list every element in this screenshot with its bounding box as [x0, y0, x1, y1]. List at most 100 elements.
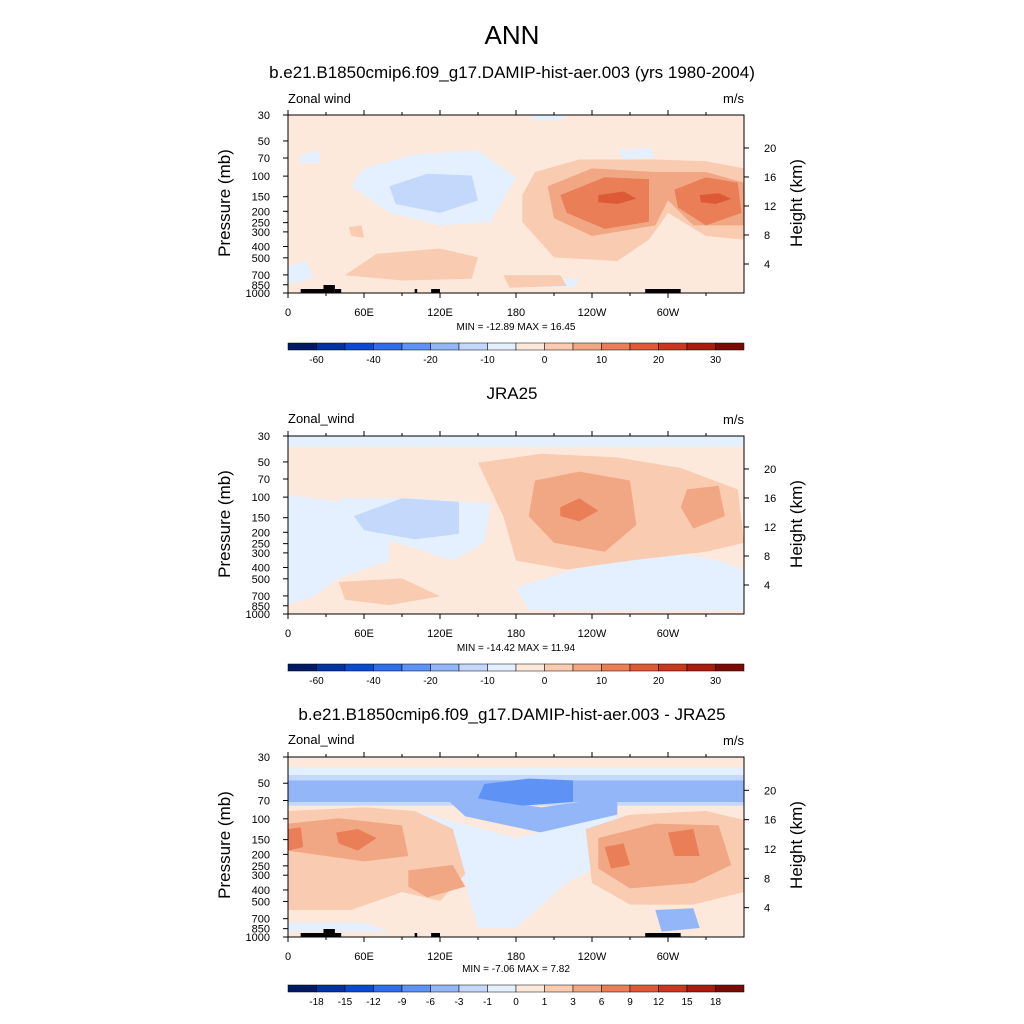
colorbar-1-label: -10 — [480, 355, 495, 366]
panel-1-ytick-label: 150 — [252, 192, 270, 204]
panel-3-xtick-label: 120E — [427, 951, 453, 963]
panel-3-ytick-label: 850 — [252, 924, 270, 936]
panel-1-contour-region — [560, 177, 649, 229]
colorbar-1-swatch — [715, 342, 745, 351]
panel-1-land-mask — [645, 289, 681, 293]
colorbar-2-label: -10 — [480, 676, 495, 687]
panel-3-contour-region — [288, 827, 304, 851]
panel-1-minmax: MIN = -12.89 MAX = 16.45 — [456, 322, 576, 333]
panel-2-contour-region — [288, 436, 744, 447]
colorbar-1-label: 30 — [710, 355, 722, 366]
colorbar-1-swatch — [430, 342, 460, 351]
colorbar-2-swatch — [629, 663, 659, 672]
panel-3-ytick-label: 200 — [252, 849, 270, 861]
colorbar-2-swatch — [344, 663, 374, 672]
panel-3-units: m/s — [723, 733, 744, 748]
panel-3-land-mask — [414, 933, 418, 937]
panel-2-ytick-label: 700 — [252, 591, 270, 603]
colorbar-3-swatch — [515, 984, 545, 993]
panel-2-xtick-label: 60W — [657, 628, 680, 640]
panel-1-ytick-label: 700 — [252, 270, 270, 282]
panel-2-ytick-label: 30 — [258, 431, 270, 443]
panel-1-contour-region — [345, 248, 478, 281]
panel-1-right-tick-label: 8 — [764, 230, 770, 242]
colorbar-1: -60 -40 -20 -10 0 10 20 30 — [287, 342, 745, 366]
colorbar-3-swatch — [430, 984, 460, 993]
panel-3-contour-region — [598, 823, 732, 889]
panel-2-ytick-label: 300 — [252, 548, 270, 560]
panel-2-contour-region — [560, 498, 599, 522]
colorbar-2-swatch — [544, 663, 574, 672]
panel-3-ytick-label: 70 — [258, 795, 270, 807]
panel-3-land-mask — [300, 933, 326, 937]
panel-2-right-tick-label: 20 — [764, 464, 776, 476]
colorbar-1-swatch — [544, 342, 574, 351]
panel-3-right-tick-label: 8 — [764, 873, 770, 885]
colorbar-2-swatch — [515, 663, 545, 672]
panel-2-contour-region — [680, 485, 725, 529]
colorbar-3-label: -6 — [426, 997, 435, 1008]
panel-2-ytick-label: 850 — [252, 601, 270, 613]
colorbar-3-swatch — [544, 984, 574, 993]
colorbar-1-label: -40 — [366, 355, 381, 366]
colorbar-1-label: 0 — [542, 355, 548, 366]
panel-1-land-mask — [431, 289, 440, 293]
panel-2-xtick-label: 120W — [578, 628, 607, 640]
panel-3-land-mask — [431, 933, 440, 937]
colorbar-1-swatch — [344, 342, 374, 351]
panel-3-ytick-label: 400 — [252, 885, 270, 897]
panel-1-land-mask — [300, 289, 326, 293]
panel-1-units: m/s — [723, 91, 744, 106]
panel-1-xtick-label: 60E — [354, 307, 374, 319]
panel-2-contour-region — [338, 578, 440, 606]
panel-3-ytick-label: 250 — [252, 861, 270, 873]
colorbar-3-swatch — [487, 984, 517, 993]
panel-3-contour-region — [414, 811, 618, 928]
panel-3-contour-region — [408, 865, 466, 898]
panel-3-contour-region — [288, 922, 390, 932]
colorbar-3-label: 12 — [653, 997, 665, 1008]
colorbar-1-swatch — [629, 342, 659, 351]
colorbar-2-swatch — [572, 663, 602, 672]
panel-3-right-tick-label: 12 — [764, 844, 776, 856]
colorbar-2-swatch — [601, 663, 631, 672]
panel-2-ytick-label: 400 — [252, 562, 270, 574]
panel-3-contour-region — [604, 843, 630, 869]
panel-1-ytick-label: 100 — [252, 171, 270, 183]
colorbar-3: -18 -15 -12 -9 -6 -3 -1 0 1 3 6 9 12 15 18 — [287, 984, 745, 1008]
panel-3-contour-region — [478, 778, 573, 806]
colorbar-1-swatch — [458, 342, 488, 351]
panel-1-xtick-label: 180 — [507, 307, 525, 319]
panel-1-contour-region — [389, 173, 478, 213]
panel-3-xtick-label: 60W — [657, 951, 680, 963]
colorbar-2-label: 20 — [653, 676, 665, 687]
colorbar-2-swatch — [401, 663, 431, 672]
colorbar-3-label: -3 — [455, 997, 464, 1008]
panel-2-units: m/s — [723, 412, 744, 427]
colorbar-3-label: -18 — [309, 997, 324, 1008]
panel-2-right-tick-label: 4 — [764, 580, 770, 592]
panel-3-contour-region — [336, 829, 377, 851]
colorbar-3-swatch — [401, 984, 431, 993]
panel-3-variable-label: Zonal_wind — [288, 732, 355, 747]
panel-2-ytick-label: 200 — [252, 527, 270, 539]
colorbar-2-swatch — [715, 663, 745, 672]
colorbar-2: -60 -40 -20 -10 0 10 20 30 — [287, 663, 745, 687]
colorbar-3-swatch — [373, 984, 403, 993]
panel-1-ytick-label: 30 — [258, 110, 270, 122]
panel-2-contour-region — [353, 498, 459, 540]
colorbar-3-label: -15 — [338, 997, 353, 1008]
colorbar-3-swatch — [686, 984, 716, 993]
panel-3-xtick-label: 0 — [285, 951, 291, 963]
colorbar-2-label: 0 — [542, 676, 548, 687]
colorbar-1-label: 20 — [653, 355, 665, 366]
colorbar-1-swatch — [316, 342, 346, 351]
panel-1-xtick-label: 120W — [578, 307, 607, 319]
colorbar-2-label: -20 — [423, 676, 438, 687]
panel-2-minmax: MIN = -14.42 MAX = 11.94 — [456, 643, 576, 654]
panel-3-minmax: MIN = -7.06 MAX = 7.82 — [462, 964, 570, 975]
panel-2-contour-region — [516, 551, 744, 611]
panel-1-right-tick-label: 16 — [764, 172, 776, 184]
colorbar-2-swatch — [287, 663, 317, 672]
